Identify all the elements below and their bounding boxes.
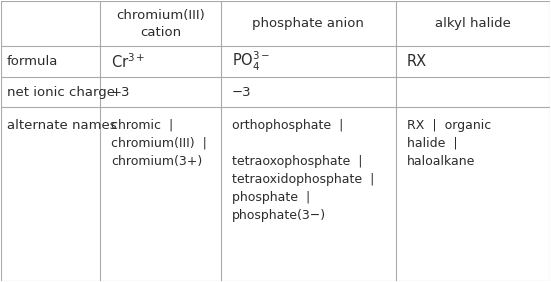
Text: −3: −3: [231, 86, 251, 99]
Text: +3: +3: [111, 86, 131, 99]
Text: Cr$^{3+}$: Cr$^{3+}$: [111, 52, 145, 71]
Text: RX: RX: [407, 54, 427, 69]
Text: phosphate anion: phosphate anion: [252, 17, 364, 30]
Text: alternate names: alternate names: [7, 119, 116, 132]
Text: PO$_4^{3-}$: PO$_4^{3-}$: [231, 50, 270, 73]
Text: chromic  |
chromium(III)  |
chromium(3+): chromic | chromium(III) | chromium(3+): [111, 119, 207, 168]
Text: chromium(III)
cation: chromium(III) cation: [116, 9, 205, 39]
Text: RX  |  organic
halide  |
haloalkane: RX | organic halide | haloalkane: [407, 119, 491, 168]
Text: net ionic charge: net ionic charge: [7, 86, 115, 99]
Text: formula: formula: [7, 55, 58, 68]
Text: orthophosphate  |

tetraoxophosphate  |
tetraoxidophosphate  |
phosphate  |
phos: orthophosphate | tetraoxophosphate | tet…: [231, 119, 374, 222]
Text: alkyl halide: alkyl halide: [435, 17, 511, 30]
